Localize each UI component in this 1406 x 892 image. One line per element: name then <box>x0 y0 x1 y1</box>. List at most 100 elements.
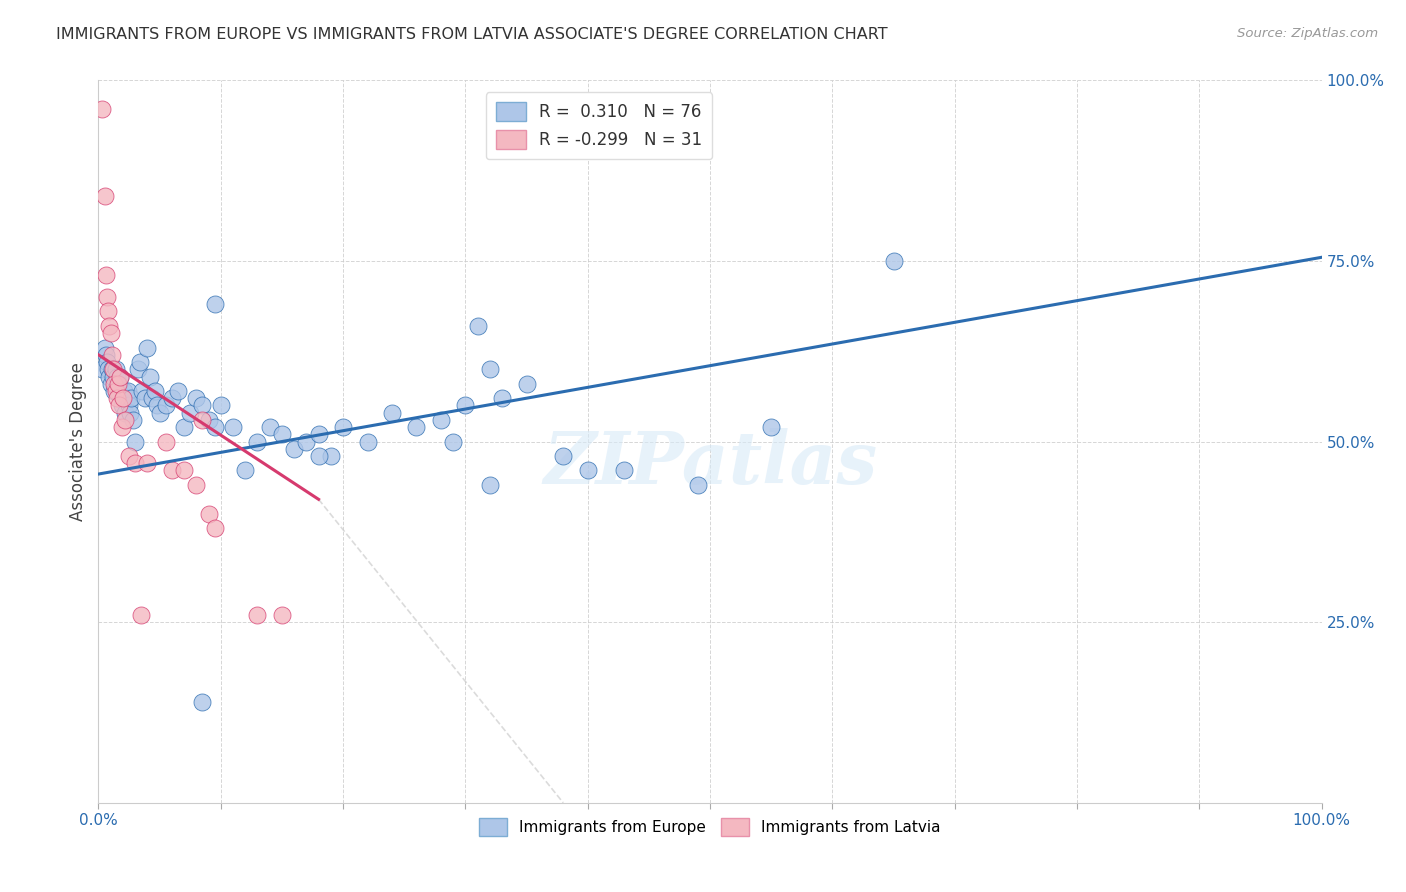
Point <box>101 348 124 362</box>
Point <box>430 413 453 427</box>
Point <box>124 456 146 470</box>
Point <box>686 478 709 492</box>
Point <box>108 398 131 412</box>
Point <box>332 420 354 434</box>
Point <box>103 384 125 398</box>
Point <box>173 463 195 477</box>
Point <box>94 348 117 362</box>
Point <box>104 362 127 376</box>
Point <box>129 355 152 369</box>
Point <box>117 384 139 398</box>
Point <box>155 398 177 412</box>
Text: Source: ZipAtlas.com: Source: ZipAtlas.com <box>1237 27 1378 40</box>
Point <box>111 420 134 434</box>
Point <box>478 362 501 376</box>
Point <box>233 463 256 477</box>
Point <box>134 391 156 405</box>
Point <box>491 391 513 405</box>
Point <box>97 362 120 376</box>
Point <box>576 463 599 477</box>
Point <box>105 391 128 405</box>
Point <box>441 434 464 449</box>
Point <box>356 434 378 449</box>
Point <box>94 268 117 283</box>
Point <box>149 406 172 420</box>
Point <box>91 102 114 116</box>
Point <box>259 420 281 434</box>
Point <box>553 449 575 463</box>
Point <box>146 398 169 412</box>
Point <box>118 398 141 412</box>
Point <box>129 607 152 622</box>
Point <box>381 406 404 420</box>
Point <box>139 369 162 384</box>
Point <box>167 384 190 398</box>
Point <box>613 463 636 477</box>
Point <box>100 326 122 340</box>
Point <box>100 376 122 391</box>
Point <box>197 507 219 521</box>
Point <box>136 341 159 355</box>
Point <box>319 449 342 463</box>
Point <box>467 318 489 333</box>
Point <box>246 434 269 449</box>
Point <box>186 478 208 492</box>
Point <box>110 369 132 384</box>
Point <box>191 413 214 427</box>
Y-axis label: Associate's Degree: Associate's Degree <box>69 362 87 521</box>
Point <box>98 318 121 333</box>
Point <box>160 391 183 405</box>
Point <box>111 391 134 405</box>
Point <box>204 297 226 311</box>
Point <box>114 413 136 427</box>
Point <box>155 434 177 449</box>
Point <box>111 398 134 412</box>
Point <box>160 463 183 477</box>
Point <box>118 449 141 463</box>
Point <box>883 253 905 268</box>
Point <box>120 406 142 420</box>
Point <box>107 376 129 391</box>
Point <box>246 607 269 622</box>
Point <box>101 362 124 376</box>
Point <box>120 391 142 405</box>
Point <box>112 384 135 398</box>
Point <box>111 391 134 405</box>
Point <box>295 434 318 449</box>
Point <box>270 427 294 442</box>
Point <box>96 355 118 369</box>
Point <box>103 376 125 391</box>
Point <box>97 304 120 318</box>
Point <box>101 362 124 376</box>
Text: ZIPatlas: ZIPatlas <box>543 428 877 499</box>
Point <box>405 420 427 434</box>
Point <box>104 384 127 398</box>
Point <box>131 384 153 398</box>
Point <box>110 369 132 384</box>
Point <box>186 391 208 405</box>
Point <box>204 420 226 434</box>
Point <box>108 376 131 391</box>
Point <box>124 434 146 449</box>
Point <box>197 413 219 427</box>
Point <box>308 449 330 463</box>
Point <box>191 695 214 709</box>
Point <box>141 391 163 405</box>
Point <box>222 420 245 434</box>
Point <box>143 384 166 398</box>
Point <box>283 442 305 456</box>
Point <box>478 478 501 492</box>
Legend: Immigrants from Europe, Immigrants from Latvia: Immigrants from Europe, Immigrants from … <box>474 813 946 842</box>
Point <box>515 376 537 391</box>
Point <box>93 341 115 355</box>
Point <box>107 384 129 398</box>
Point <box>209 398 232 412</box>
Point <box>179 406 201 420</box>
Point <box>105 369 128 384</box>
Point <box>127 362 149 376</box>
Point <box>191 398 214 412</box>
Point <box>204 521 226 535</box>
Point <box>761 420 783 434</box>
Point <box>308 427 330 442</box>
Point <box>136 456 159 470</box>
